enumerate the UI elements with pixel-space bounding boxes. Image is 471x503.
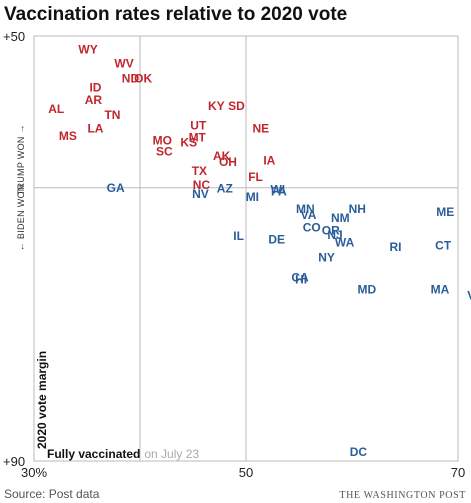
state-point-mt: MT [189, 131, 207, 145]
y-axis-label: 2020 vote margin [35, 351, 49, 449]
state-point-mo: MO [153, 134, 172, 148]
state-point-or: OR [322, 223, 340, 237]
state-point-ak: AK [213, 149, 231, 163]
state-point-tx: TX [192, 164, 207, 178]
x-tick-label: 30% [21, 465, 47, 480]
state-point-va: VA [301, 208, 317, 222]
state-point-az: AZ [217, 181, 233, 195]
state-point-ky: KY [208, 99, 225, 113]
state-point-nh: NH [349, 202, 366, 216]
x-axis-label-note: on July 23 [144, 447, 199, 461]
state-point-ny: NY [318, 251, 335, 265]
x-axis-label: Fully vaccinated [47, 447, 140, 461]
state-point-ia: IA [263, 153, 275, 167]
state-point-ar: AR [85, 93, 103, 107]
state-point-nm: NM [331, 211, 350, 225]
state-point-ks: KS [180, 135, 197, 149]
x-axis-ticks: 30% 50 70 [21, 465, 465, 480]
state-point-hi: HI [295, 272, 307, 286]
state-point-nj: NJ [327, 228, 342, 242]
state-point-wv: WV [114, 56, 133, 70]
state-point-ca: CA [291, 270, 309, 284]
state-point-al: AL [48, 102, 64, 116]
state-point-oh: OH [219, 155, 237, 169]
state-point-pa: PA [271, 185, 287, 199]
x-tick-label: 70 [451, 465, 465, 480]
x-tick-label: 50 [239, 465, 253, 480]
state-point-tn: TN [104, 108, 120, 122]
chart-title: Vaccination rates relative to 2020 vote [4, 4, 347, 25]
state-point-nd: ND [122, 72, 140, 86]
state-point-id: ID [89, 81, 101, 95]
state-point-dc: DC [350, 445, 368, 459]
state-point-ct: CT [435, 238, 452, 252]
state-point-me: ME [436, 205, 454, 219]
state-point-la: LA [87, 122, 103, 136]
source-note: Source: Post data [4, 487, 100, 501]
state-point-fl: FL [248, 170, 263, 184]
state-point-ri: RI [389, 240, 401, 254]
y-axis-ticks: +50 +90 [3, 29, 25, 469]
grid-lines [34, 36, 458, 461]
state-point-ut: UT [190, 119, 207, 133]
trump-won-label: TRUMP WON → [16, 124, 26, 195]
state-point-md: MD [358, 282, 377, 296]
y-tick-label: +50 [3, 29, 25, 44]
state-point-co: CO [303, 220, 321, 234]
state-point-wa: WA [335, 235, 355, 249]
state-point-ne: NE [253, 122, 270, 136]
biden-won-label: ← BIDEN WON [16, 184, 26, 251]
state-point-nc: NC [193, 178, 211, 192]
state-point-ok: OK [134, 72, 152, 86]
state-point-de: DE [268, 232, 285, 246]
state-point-vt: VT [467, 289, 471, 303]
state-point-il: IL [233, 229, 244, 243]
state-point-sc: SC [156, 144, 173, 158]
state-point-mn: MN [296, 202, 315, 216]
x-axis-label-group: Fully vaccinated on July 23 [47, 447, 199, 461]
state-point-sd: SD [228, 99, 245, 113]
y-tick-label: +90 [3, 454, 25, 469]
state-point-ga: GA [107, 181, 125, 195]
state-point-mi: MI [246, 190, 259, 204]
credit-line: THE WASHINGTON POST [339, 490, 466, 501]
state-point-wi: WI [270, 182, 285, 196]
state-point-ms: MS [59, 129, 77, 143]
state-point-nv: NV [192, 187, 209, 201]
state-point-wy: WY [78, 43, 97, 57]
state-point-ma: MA [431, 282, 450, 296]
